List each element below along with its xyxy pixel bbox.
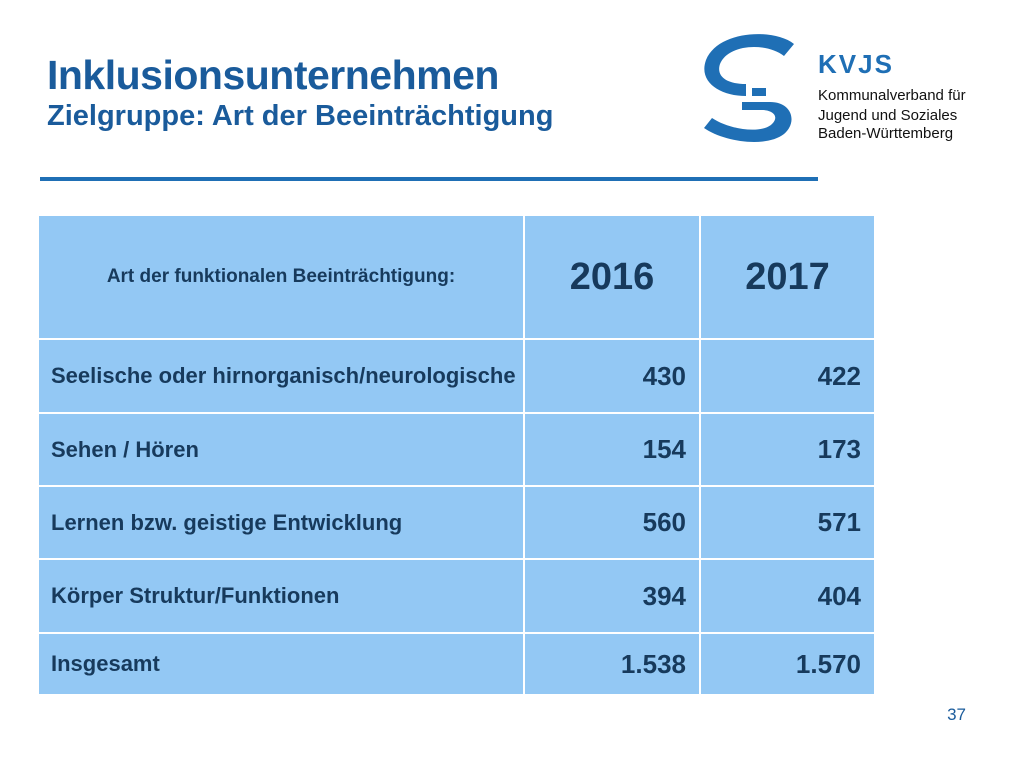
value-2016: 1.538 <box>523 632 701 696</box>
value-2016: 154 <box>523 412 701 487</box>
header-year-2016: 2016 <box>523 214 701 340</box>
kvjs-logo: KVJS Kommunalverband für Jugend und Sozi… <box>700 30 990 145</box>
table-row: Lernen bzw. geistige Entwicklung 560 571 <box>37 485 876 560</box>
value-2016: 394 <box>523 558 701 634</box>
logo-line: Jugend und Soziales <box>818 107 958 124</box>
value-2017: 1.570 <box>699 632 876 696</box>
page-number: 37 <box>947 705 966 724</box>
row-label: Insgesamt <box>37 632 525 696</box>
data-table: Art der funktionalen Beeinträchtigung: 2… <box>37 214 876 696</box>
row-label: Sehen / Hören <box>37 412 525 487</box>
logo-line: Kommunalverband für <box>818 87 966 104</box>
title-block: Inklusionsunternehmen Zielgruppe: Art de… <box>47 52 553 134</box>
kvjs-s-mark-icon <box>704 34 794 142</box>
header-year-2017: 2017 <box>699 214 876 340</box>
table-header-row: Art der funktionalen Beeinträchtigung: 2… <box>37 214 876 340</box>
slide-title: Inklusionsunternehmen <box>47 52 499 98</box>
table-row: Sehen / Hören 154 173 <box>37 412 876 487</box>
title-divider <box>40 177 818 181</box>
value-2017: 422 <box>699 338 876 414</box>
value-2016: 560 <box>523 485 701 560</box>
logo-line: Baden-Württemberg <box>818 125 954 142</box>
row-label: Seelische oder hirnorganisch/neurologisc… <box>37 338 525 414</box>
value-2016: 430 <box>523 338 701 414</box>
slide-subtitle: Zielgruppe: Art der Beeinträchtigung <box>47 100 554 132</box>
logo-brand: KVJS <box>818 49 894 79</box>
table-row-total: Insgesamt 1.538 1.570 <box>37 632 876 696</box>
row-label: Lernen bzw. geistige Entwicklung <box>37 485 525 560</box>
table-row: Seelische oder hirnorganisch/neurologisc… <box>37 338 876 414</box>
value-2017: 404 <box>699 558 876 634</box>
table-row: Körper Struktur/Funktionen 394 404 <box>37 558 876 634</box>
value-2017: 571 <box>699 485 876 560</box>
row-label: Körper Struktur/Funktionen <box>37 558 525 634</box>
value-2017: 173 <box>699 412 876 487</box>
header-label: Art der funktionalen Beeinträchtigung: <box>37 214 525 340</box>
